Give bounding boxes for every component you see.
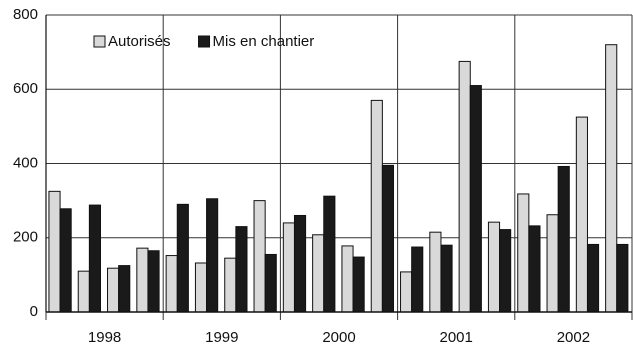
legend-label: Mis en chantier	[213, 33, 315, 50]
x-group-label: 2000	[322, 329, 355, 346]
bar	[517, 193, 530, 313]
bar	[370, 99, 383, 313]
y-tick-label: 800	[13, 6, 38, 23]
bar	[341, 245, 354, 313]
bar	[48, 190, 61, 313]
y-tick-label: 600	[13, 80, 38, 97]
bar	[458, 60, 471, 313]
bar	[253, 200, 266, 313]
bar	[575, 116, 588, 313]
bar	[282, 222, 295, 313]
bar	[381, 164, 394, 313]
y-tick-label: 400	[13, 154, 38, 171]
bar	[352, 256, 365, 313]
bar	[88, 204, 101, 313]
bar	[59, 208, 72, 313]
bar	[194, 262, 208, 313]
bar	[616, 243, 629, 313]
legend-swatch	[198, 35, 211, 48]
bar	[147, 250, 160, 313]
bar	[586, 243, 600, 313]
bar	[557, 165, 570, 313]
x-group-label: 1999	[205, 329, 238, 346]
bar	[323, 195, 336, 313]
bar	[528, 225, 541, 313]
bar	[176, 203, 189, 313]
bar	[429, 231, 442, 313]
y-tick-label: 200	[13, 229, 38, 246]
bar	[264, 253, 277, 313]
legend-label: Autorisés	[108, 33, 171, 50]
bar	[499, 229, 512, 313]
legend-swatch	[93, 35, 106, 48]
bar	[487, 221, 501, 313]
bar	[312, 234, 325, 313]
bar	[546, 214, 559, 313]
bar	[107, 267, 120, 313]
bar	[293, 214, 307, 313]
bar	[235, 226, 248, 313]
bar	[165, 255, 178, 313]
bar	[400, 271, 413, 313]
bar	[77, 270, 90, 313]
y-tick-label: 0	[30, 303, 38, 320]
bar	[411, 246, 424, 313]
x-group-label: 2001	[440, 329, 473, 346]
x-group-label: 2002	[557, 329, 590, 346]
bar	[118, 265, 131, 313]
x-group-label: 1998	[88, 329, 121, 346]
bar	[440, 244, 453, 313]
bar	[136, 247, 149, 313]
bar	[605, 44, 618, 313]
bar	[224, 257, 237, 313]
bar	[469, 85, 482, 313]
bar	[206, 198, 219, 313]
